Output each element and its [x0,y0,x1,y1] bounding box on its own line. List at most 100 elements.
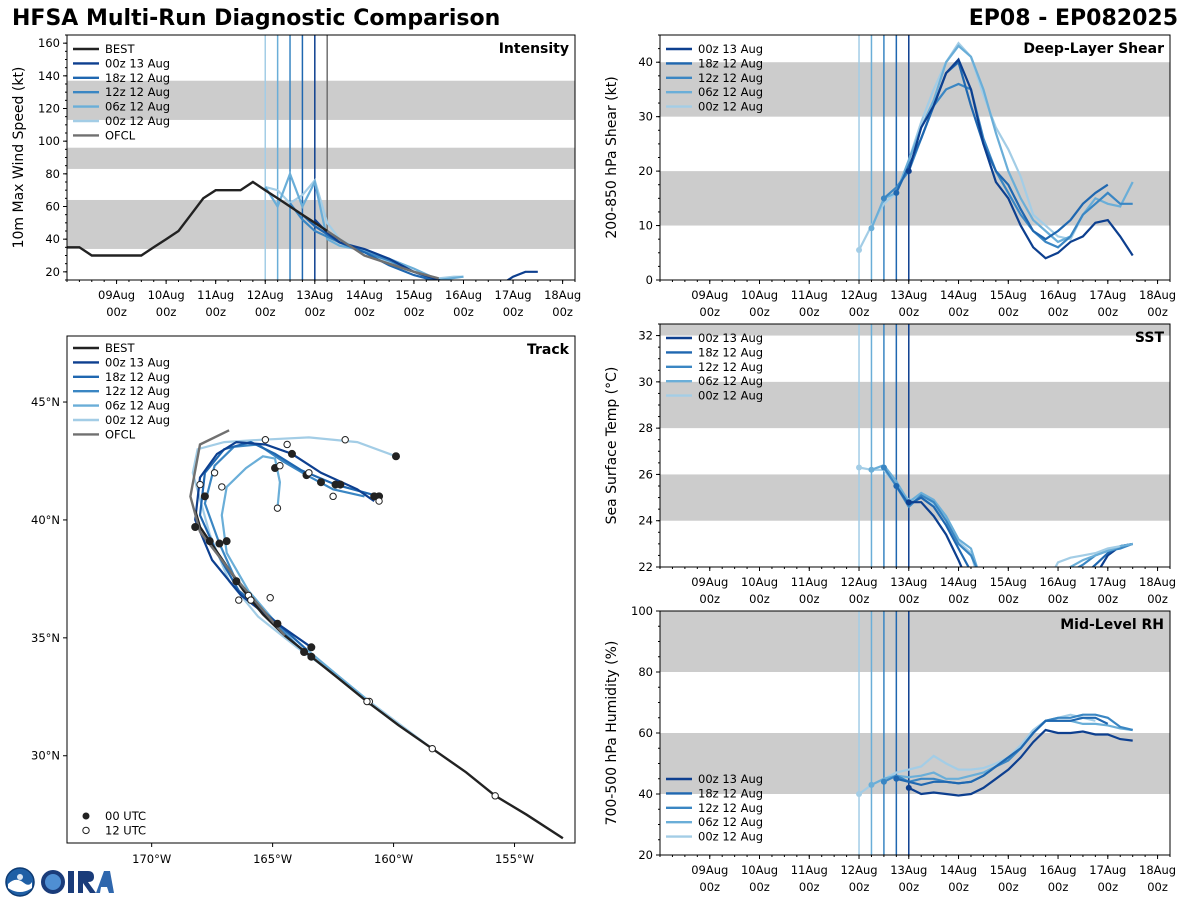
shear-ytick-label: 0 [646,273,653,287]
track-marker-12 [266,594,274,602]
shear-ytick-label: 10 [638,219,653,233]
intensity-plot-area [67,35,575,280]
track-legend-label: BEST [105,341,135,355]
intensity-ytick-label: 80 [45,167,60,181]
intensity-band-2 [67,80,575,120]
track-ytick-label: 30°N [31,749,60,763]
track-best-line [194,510,564,840]
rh-xtick-label-day: 10Aug [741,863,778,877]
shear-xtick-label-day: 17Aug [1089,288,1126,302]
rh-xtick-label-day: 14Aug [940,863,977,877]
track-xtick-label: 160°W [374,852,413,866]
shear-init-marker-4 [856,247,863,254]
track-best-marker-00 [191,523,200,532]
rh-xtick-label-hour: 00z [948,880,969,894]
shear-xtick-label-hour: 00z [799,305,820,319]
intensity-xtick-label-day: 16Aug [445,288,482,302]
sst-xtick-label-hour: 00z [749,592,770,606]
track-xtick-label: 165°W [253,852,292,866]
shear-xtick-label-day: 15Aug [990,288,1027,302]
rh-xtick-label-hour: 00z [1097,880,1118,894]
track-marker-00 [307,643,316,652]
rh-init-marker-3 [868,781,875,788]
rh-xtick-label-hour: 00z [749,880,770,894]
rh-xtick-label-day: 09Aug [691,863,728,877]
shear-legend-label: 18z 12 Aug [698,56,763,70]
intensity-xtick-label-hour: 00z [453,305,474,319]
page-title: HFSA Multi-Run Diagnostic Comparison [12,6,501,31]
shear-init-marker-0 [905,168,912,175]
sst-xtick-label-hour: 00z [799,592,820,606]
track-xtick-label: 155°W [495,852,534,866]
intensity-ytick-label: 100 [38,134,60,148]
intensity-xtick-label-day: 14Aug [346,288,383,302]
rh-xtick-label-hour: 00z [799,880,820,894]
intensity-xtick-label-hour: 00z [205,305,226,319]
shear-xtick-label-hour: 00z [1048,305,1069,319]
track-marker-legend-12 [82,826,90,835]
rh-legend-label: 06z 12 Aug [698,815,763,829]
track-legend-label: 00z 13 Aug [105,355,170,369]
rh-run-line-0 [908,728,1133,797]
shear-band-1 [660,62,1170,117]
intensity-xtick-label-hour: 00z [304,305,325,319]
track-marker-legend-00 [82,812,90,820]
shear-title: Deep-Layer Shear [1023,41,1164,57]
intensity-xtick-label-hour: 00z [503,305,524,319]
track-legend-label: 18z 12 Aug [105,370,170,384]
rh-xtick-label-hour: 00z [1048,880,1069,894]
sst-ytick-label: 22 [638,560,653,574]
rh-init-marker-0 [905,784,912,791]
shear-xtick-label-hour: 00z [1147,305,1168,319]
intensity-xtick-label-hour: 00z [106,305,127,319]
sst-init-marker-0 [905,499,912,506]
shear-legend-label: 00z 12 Aug [698,100,763,114]
intensity-run-line-3 [264,170,464,280]
intensity-xtick-label-day: 13Aug [296,288,333,302]
sst-xtick-label-hour: 00z [699,592,720,606]
track-marker-12 [283,440,291,449]
shear-legend-label: 00z 13 Aug [698,42,763,56]
shear-legend-label: 12z 12 Aug [698,71,763,85]
sst-frame [659,323,1171,568]
sst-xtick-label-hour: 00z [948,592,969,606]
intensity-legend-label: BEST [105,42,135,56]
shear-xtick-label-hour: 00z [1097,305,1118,319]
shear-init-marker-3 [868,225,875,232]
track-legend-label: 12z 12 Aug [105,384,170,398]
logo-area [4,866,114,898]
shear-xtick-label-day: 16Aug [1040,288,1077,302]
rh-xtick-label-hour: 00z [699,880,720,894]
sst-xtick-label-hour: 00z [1097,592,1118,606]
rh-run-line-2 [883,713,1133,785]
rh-legend-label: 00z 13 Aug [698,772,763,786]
shear-run-line-0 [907,57,1134,260]
shear-run-line-3 [870,44,1134,244]
sst-ytick-label: 26 [638,467,653,481]
intensity-xtick-label-hour: 00z [354,305,375,319]
sst-legend-label: 00z 12 Aug [698,389,763,403]
sst-xtick-label-day: 18Aug [1139,575,1176,589]
track-title: Track [527,342,570,358]
track-legend-label: 06z 12 Aug [105,399,170,413]
intensity-xtick-label-day: 10Aug [148,288,185,302]
shear-xtick-label-day: 11Aug [791,288,828,302]
track-marker-12 [375,497,383,505]
shear-ylabel: 200-850 hPa Shear (kt) [604,76,620,238]
intensity-legend-label: 00z 12 Aug [105,114,170,128]
intensity-legend-label: 06z 12 Aug [105,100,170,114]
sst-band-2 [660,324,1170,336]
track-marker-12 [341,436,349,444]
intensity-xtick-label-hour: 00z [156,305,177,319]
intensity-xtick-label-day: 15Aug [395,288,432,302]
sst-xtick-label-day: 15Aug [990,575,1027,589]
shear-xtick-label-day: 12Aug [840,288,877,302]
track-marker-00 [370,492,379,501]
rh-ytick-label: 40 [638,787,653,801]
sst-band-1 [660,381,1170,429]
rh-panel: 20 40 60 80 100 09Aug 00z 10Aug 00z 11Aug 00z 12Aug… [604,604,1176,894]
intensity-ytick-label: 160 [38,36,60,50]
intensity-best-line [67,180,328,257]
sst-xtick-label-day: 11Aug [791,575,828,589]
rh-init-marker-1 [893,775,900,782]
